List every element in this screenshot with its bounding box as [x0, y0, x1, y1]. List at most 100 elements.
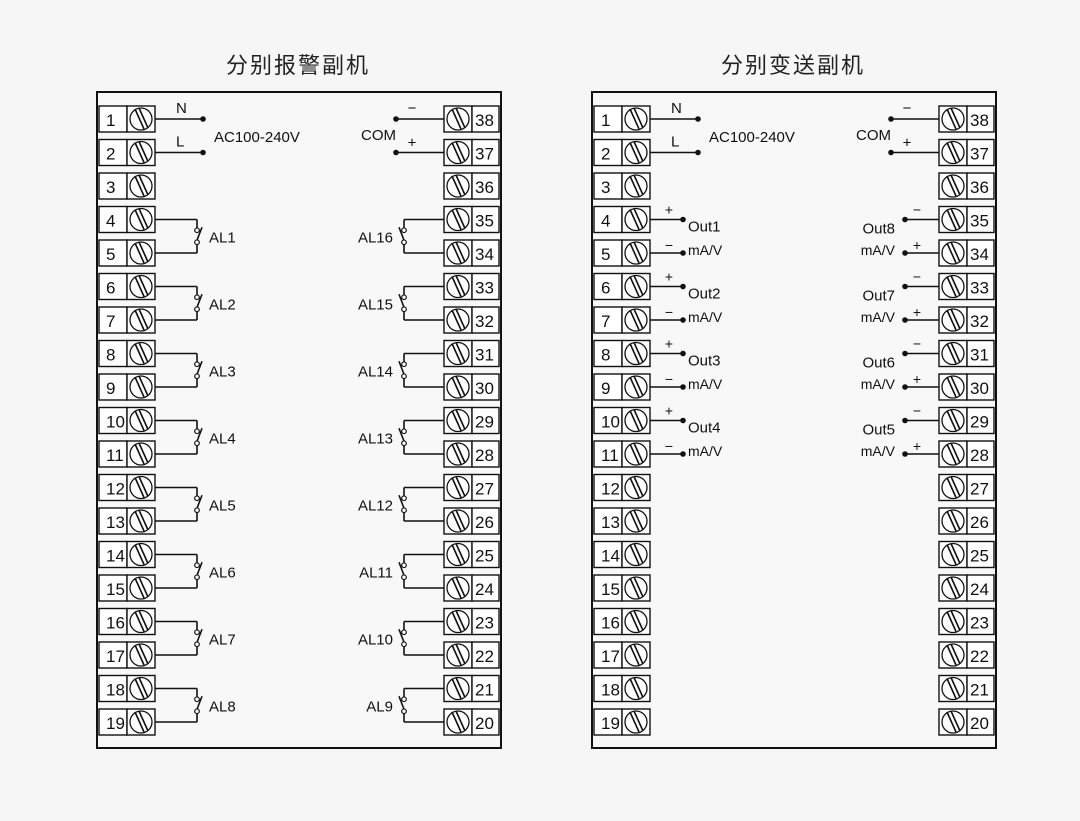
- terminal-dot: [680, 384, 686, 390]
- terminal-number-4: 4: [106, 212, 115, 231]
- screw-terminal: [126, 473, 156, 502]
- screw-slot: [633, 677, 644, 698]
- terminal-number-20: 20: [970, 714, 989, 733]
- terminal-dot: [393, 149, 399, 156]
- alarm-label-al7: AL7: [209, 631, 236, 648]
- screw-slot: [134, 309, 145, 331]
- power-n-label: N: [671, 100, 682, 117]
- screw-slot: [451, 343, 462, 364]
- terminal-number-box: [966, 708, 995, 736]
- screw-slot: [633, 174, 644, 196]
- terminal-number-29: 29: [970, 413, 989, 432]
- terminal-number-box: [593, 507, 623, 535]
- terminal-dot: [902, 451, 908, 457]
- screw-slot: [455, 610, 466, 631]
- terminal-number-23: 23: [475, 614, 494, 633]
- terminal-dot: [888, 149, 894, 156]
- terminal-number-box: [593, 607, 623, 636]
- screw-terminal: [938, 239, 968, 267]
- terminal-number-10: 10: [601, 413, 620, 432]
- output-label-out8: Out8: [862, 221, 895, 238]
- terminal-number-box: [966, 172, 995, 200]
- screw-slot: [950, 342, 961, 363]
- terminal-number-9: 9: [106, 379, 115, 398]
- screw-slot: [138, 476, 149, 497]
- screw-icon: [446, 341, 470, 366]
- terminal-dot: [902, 384, 908, 390]
- screw-slot: [633, 308, 644, 330]
- terminal-number-box: [98, 138, 128, 167]
- alarm-label-al3: AL3: [209, 363, 236, 380]
- screw-slot: [138, 241, 149, 263]
- terminal-number-box: [966, 674, 995, 703]
- screw-slot: [451, 142, 462, 163]
- screw-terminal: [938, 406, 968, 435]
- screw-terminal: [938, 440, 968, 468]
- screw-terminal: [938, 473, 968, 502]
- screw-icon: [624, 140, 648, 165]
- terminal-number-22: 22: [970, 647, 989, 666]
- screw-icon: [941, 676, 965, 701]
- screw-slot: [451, 443, 462, 465]
- screw-slot: [629, 577, 640, 599]
- screw-slot: [946, 611, 957, 632]
- terminal-dot: [902, 250, 908, 256]
- output-minus-sign: −: [913, 269, 921, 285]
- relay-contact: [194, 629, 200, 636]
- screw-slot: [134, 510, 145, 532]
- screw-icon: [129, 710, 153, 734]
- relay-contact: [194, 440, 200, 447]
- screw-icon: [624, 676, 648, 701]
- screw-terminal: [443, 540, 473, 569]
- terminal-number-17: 17: [601, 647, 620, 666]
- screw-terminal: [126, 138, 156, 167]
- screw-terminal: [443, 507, 473, 535]
- terminal-number-26: 26: [475, 513, 494, 532]
- screw-slot: [950, 610, 961, 631]
- terminal-number-13: 13: [106, 513, 125, 532]
- relay-switch-blade: [196, 293, 203, 308]
- terminal-number-12: 12: [601, 480, 620, 499]
- screw-slot: [633, 576, 644, 598]
- screw-slot: [134, 175, 145, 197]
- terminal-number-box: [471, 674, 500, 703]
- screw-slot: [629, 711, 640, 733]
- alarm-label-al14: AL14: [358, 363, 393, 380]
- terminal-number-box: [966, 607, 995, 636]
- screw-slot: [138, 509, 149, 531]
- screw-terminal: [938, 607, 968, 636]
- screw-slot: [950, 141, 961, 162]
- terminal-number-box: [471, 473, 500, 502]
- screw-slot: [950, 677, 961, 698]
- screw-icon: [129, 207, 153, 232]
- screw-terminal: [126, 574, 156, 602]
- screw-terminal: [126, 674, 156, 703]
- relay-contact: [194, 373, 200, 380]
- relay-contact: [194, 428, 200, 435]
- screw-slot: [629, 678, 640, 699]
- screw-terminal: [126, 406, 156, 435]
- screw-icon: [446, 241, 470, 265]
- screw-terminal: [621, 440, 651, 468]
- screw-slot: [455, 241, 466, 263]
- relay-contact: [401, 306, 407, 313]
- screw-icon: [446, 576, 470, 600]
- screw-icon: [941, 408, 965, 433]
- screw-slot: [455, 643, 466, 665]
- terminal-number-38: 38: [475, 111, 494, 130]
- terminal-number-box: [966, 272, 995, 301]
- screw-terminal: [126, 507, 156, 535]
- screw-slot: [633, 342, 644, 363]
- screw-slot: [950, 543, 961, 564]
- screw-icon: [446, 676, 470, 701]
- screw-icon: [624, 442, 648, 466]
- screw-icon: [129, 475, 153, 500]
- alarm-label-al10: AL10: [358, 631, 393, 648]
- screw-terminal: [443, 306, 473, 334]
- terminal-number-32: 32: [970, 312, 989, 331]
- screw-terminal: [938, 507, 968, 535]
- relay-switch-blade: [196, 628, 203, 643]
- screw-terminal: [443, 172, 473, 200]
- screw-terminal: [938, 674, 968, 703]
- screw-terminal: [126, 306, 156, 334]
